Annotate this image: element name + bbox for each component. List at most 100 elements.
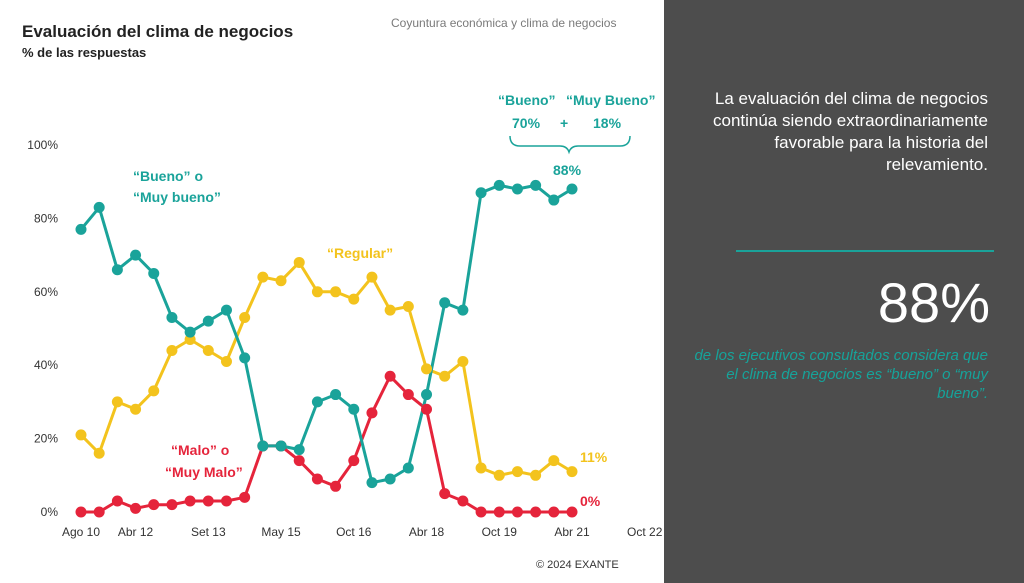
annotation-value: + [560, 115, 568, 131]
data-point-good [93, 201, 105, 213]
x-tick-label: Abr 12 [118, 525, 154, 539]
data-point-regular [511, 466, 523, 478]
end-label-bad: 0% [580, 493, 601, 509]
y-tick-label: 40% [34, 358, 58, 372]
data-point-regular [130, 403, 142, 415]
data-point-bad [166, 499, 178, 511]
x-tick-label: Abr 21 [554, 525, 590, 539]
data-point-bad [220, 495, 232, 507]
data-point-regular [566, 466, 578, 478]
data-point-regular [348, 293, 360, 305]
data-point-good [421, 389, 433, 401]
data-point-bad [493, 506, 505, 518]
data-point-regular [475, 462, 487, 474]
data-point-bad [439, 488, 451, 500]
y-tick-label: 60% [34, 285, 58, 299]
series-line-bad [81, 374, 572, 514]
data-point-regular [202, 345, 214, 357]
data-point-good [366, 477, 378, 489]
data-point-regular [239, 311, 251, 323]
data-point-bad [311, 473, 323, 485]
data-point-regular [530, 469, 542, 481]
data-point-good [493, 179, 505, 191]
series-line-good [79, 183, 573, 485]
divider [736, 250, 994, 252]
summary-text: La evaluación del clima de negocios cont… [712, 89, 988, 174]
data-point-regular [366, 271, 378, 283]
data-point-bad [130, 502, 142, 514]
data-point-regular [330, 286, 342, 298]
data-point-bad [421, 403, 433, 415]
data-point-bad [184, 495, 196, 507]
data-point-regular [421, 363, 433, 375]
data-point-good [457, 304, 469, 316]
data-point-regular [148, 385, 160, 397]
data-point-bad [530, 506, 542, 518]
data-point-regular [457, 356, 469, 368]
x-tick-label: Oct 22 [627, 525, 663, 539]
data-point-regular [548, 455, 560, 467]
data-point-bad [293, 455, 305, 467]
data-point-good [148, 267, 160, 279]
data-point-good [548, 194, 560, 206]
line-chart: 0% 20% 40% 60% 80% 100% Ago 10 Abr 12 Set 13 May … [27, 92, 663, 539]
data-point-bad [366, 407, 378, 419]
end-label-regular: 11% [580, 449, 608, 465]
x-tick-label: Oct 19 [482, 525, 518, 539]
annotation-brace [509, 135, 631, 155]
data-point-regular [293, 256, 305, 268]
data-point-bad [384, 370, 396, 382]
data-point-bad [511, 506, 523, 518]
data-point-good [330, 389, 342, 401]
data-point-bad [457, 495, 469, 507]
data-point-regular [275, 275, 287, 287]
data-point-regular [311, 286, 323, 298]
x-tick-label: May 15 [261, 525, 301, 539]
annotation-value: 70% [512, 115, 541, 131]
data-point-good [311, 396, 323, 408]
summary-panel: La evaluación del clima de negocios cont… [664, 0, 1024, 583]
data-point-good [75, 223, 87, 235]
x-tick-label: Oct 16 [336, 525, 372, 539]
data-point-good [475, 187, 487, 199]
y-tick-label: 100% [27, 138, 58, 152]
series-label-good: “Bueno” o [133, 168, 203, 184]
data-point-good [275, 440, 287, 452]
annotation-value: 18% [593, 115, 622, 131]
data-point-regular [75, 429, 87, 441]
end-label-good: 88% [553, 162, 582, 178]
data-point-regular [402, 300, 414, 312]
data-point-bad [475, 506, 487, 518]
data-point-bad [75, 506, 87, 518]
data-point-good [166, 311, 178, 323]
x-tick-label: Ago 10 [62, 525, 100, 539]
data-point-good [257, 440, 269, 452]
data-point-bad [330, 480, 342, 492]
data-point-bad [239, 491, 251, 503]
data-point-good [348, 403, 360, 415]
chart-title: Evaluación del clima de negocios [22, 22, 294, 41]
data-point-regular [166, 345, 178, 357]
copyright: © 2024 EXANTE [536, 559, 619, 571]
data-point-good [530, 179, 542, 191]
data-point-good [384, 473, 396, 485]
data-point-bad [148, 499, 160, 511]
series-label-bad: “Muy Malo” [165, 464, 243, 480]
annotation-label: “Muy Bueno” [566, 92, 655, 108]
data-point-regular [439, 370, 451, 382]
data-point-regular [257, 271, 269, 283]
series-label-regular: “Regular” [327, 245, 393, 261]
data-point-bad [548, 506, 560, 518]
summary-caption: de los ejecutivos consultados considera … [694, 347, 988, 402]
data-point-good [402, 462, 414, 474]
data-point-bad [348, 455, 360, 467]
series-line-regular [79, 260, 573, 477]
data-point-regular [111, 396, 123, 408]
data-point-good [220, 304, 232, 316]
data-point-bad [202, 495, 214, 507]
data-point-bad [111, 495, 123, 507]
y-tick-label: 20% [34, 432, 58, 446]
data-point-regular [493, 469, 505, 481]
data-point-good [130, 249, 142, 261]
data-point-good [184, 326, 196, 338]
